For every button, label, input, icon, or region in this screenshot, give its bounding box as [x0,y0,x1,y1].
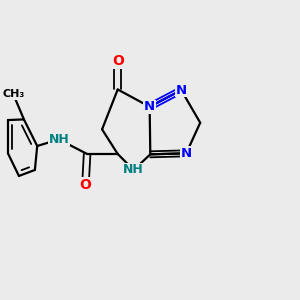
Text: N: N [176,84,187,97]
Text: O: O [112,54,124,68]
Text: O: O [80,178,92,192]
Text: N: N [181,147,192,160]
Text: N: N [144,100,155,113]
Text: NH: NH [49,133,69,146]
Text: CH₃: CH₃ [2,89,24,99]
Text: NH: NH [123,164,144,176]
